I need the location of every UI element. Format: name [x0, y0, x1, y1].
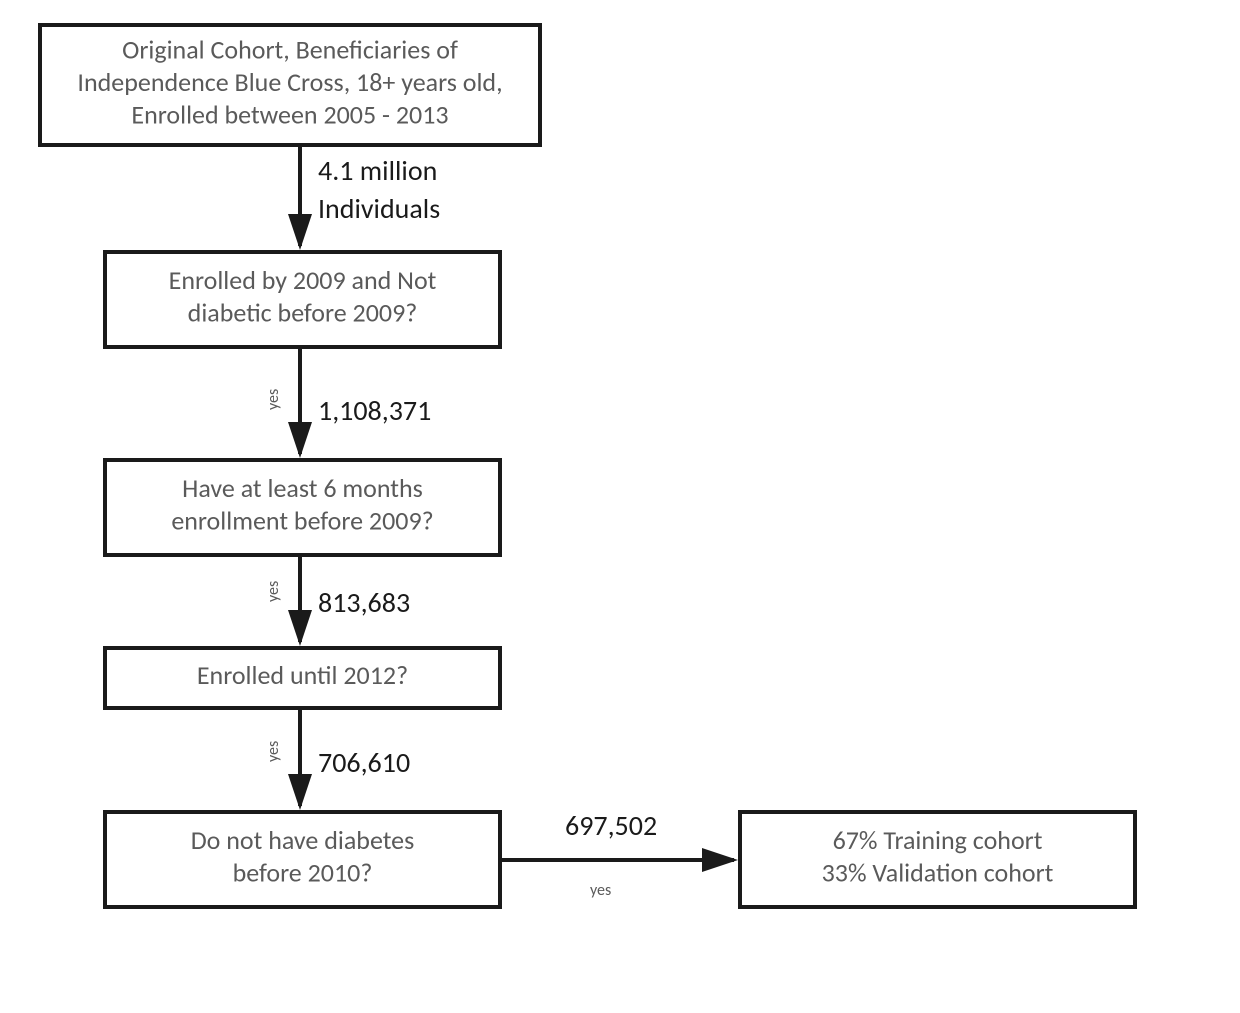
svg-text:4.1 million: 4.1 million — [318, 153, 437, 188]
svg-text:yes: yes — [264, 581, 283, 602]
svg-text:Enrolled by 2009 and Not: Enrolled by 2009 and Not — [169, 264, 437, 296]
flowchart-node-n3: Have at least 6 monthsenrollment before … — [105, 460, 500, 555]
flowchart-node-n2: Enrolled by 2009 and Notdiabetic before … — [105, 252, 500, 347]
svg-text:697,502: 697,502 — [565, 808, 657, 843]
svg-text:yes: yes — [264, 741, 283, 762]
svg-text:Have at least 6 months: Have at least 6 months — [182, 472, 423, 504]
flowchart-edge-n2-n3: 1,108,371 yes — [264, 347, 431, 454]
svg-text:Enrolled between 2005 - 2013: Enrolled between 2005 - 2013 — [131, 98, 448, 130]
svg-text:yes: yes — [264, 389, 283, 410]
svg-text:Enrolled until 2012?: Enrolled until 2012? — [197, 659, 408, 691]
flowchart-node-n5: Do not have diabetesbefore 2010? — [105, 812, 500, 907]
svg-text:enrollment before 2009?: enrollment before 2009? — [171, 505, 433, 537]
svg-text:813,683: 813,683 — [318, 585, 410, 620]
flowchart-node-n4: Enrolled until 2012? — [105, 648, 500, 708]
flowchart-node-n6: 67% Training cohort33% Validation cohort — [740, 812, 1135, 907]
flowchart-node-n1: Original Cohort, Beneficiaries ofIndepen… — [40, 25, 540, 145]
svg-text:67% Training cohort: 67% Training cohort — [833, 824, 1043, 856]
svg-text:1,108,371: 1,108,371 — [318, 393, 431, 428]
svg-text:Individuals: Individuals — [318, 191, 440, 226]
flowchart-edge-n5-n6: 697,502 yes — [500, 808, 734, 900]
flowchart-edge-n3-n4: 813,683 yes — [264, 555, 410, 642]
flowchart-svg: Original Cohort, Beneficiaries ofIndepen… — [0, 0, 1240, 1013]
svg-text:33% Validation cohort: 33% Validation cohort — [822, 857, 1054, 889]
svg-text:Do not have diabetes: Do not have diabetes — [191, 824, 415, 856]
svg-text:diabetic before 2009?: diabetic before 2009? — [188, 297, 418, 329]
svg-text:Independence Blue Cross, 18+ y: Independence Blue Cross, 18+ years old, — [77, 66, 502, 98]
flowchart-edge-n1-n2: 4.1 millionIndividuals — [300, 145, 440, 246]
svg-text:706,610: 706,610 — [318, 745, 410, 780]
flowchart-edge-n4-n5: 706,610 yes — [264, 708, 410, 806]
svg-text:before 2010?: before 2010? — [233, 857, 373, 889]
svg-text:Original Cohort, Beneficiaries: Original Cohort, Beneficiaries of — [122, 33, 458, 65]
svg-text:yes: yes — [590, 881, 611, 900]
